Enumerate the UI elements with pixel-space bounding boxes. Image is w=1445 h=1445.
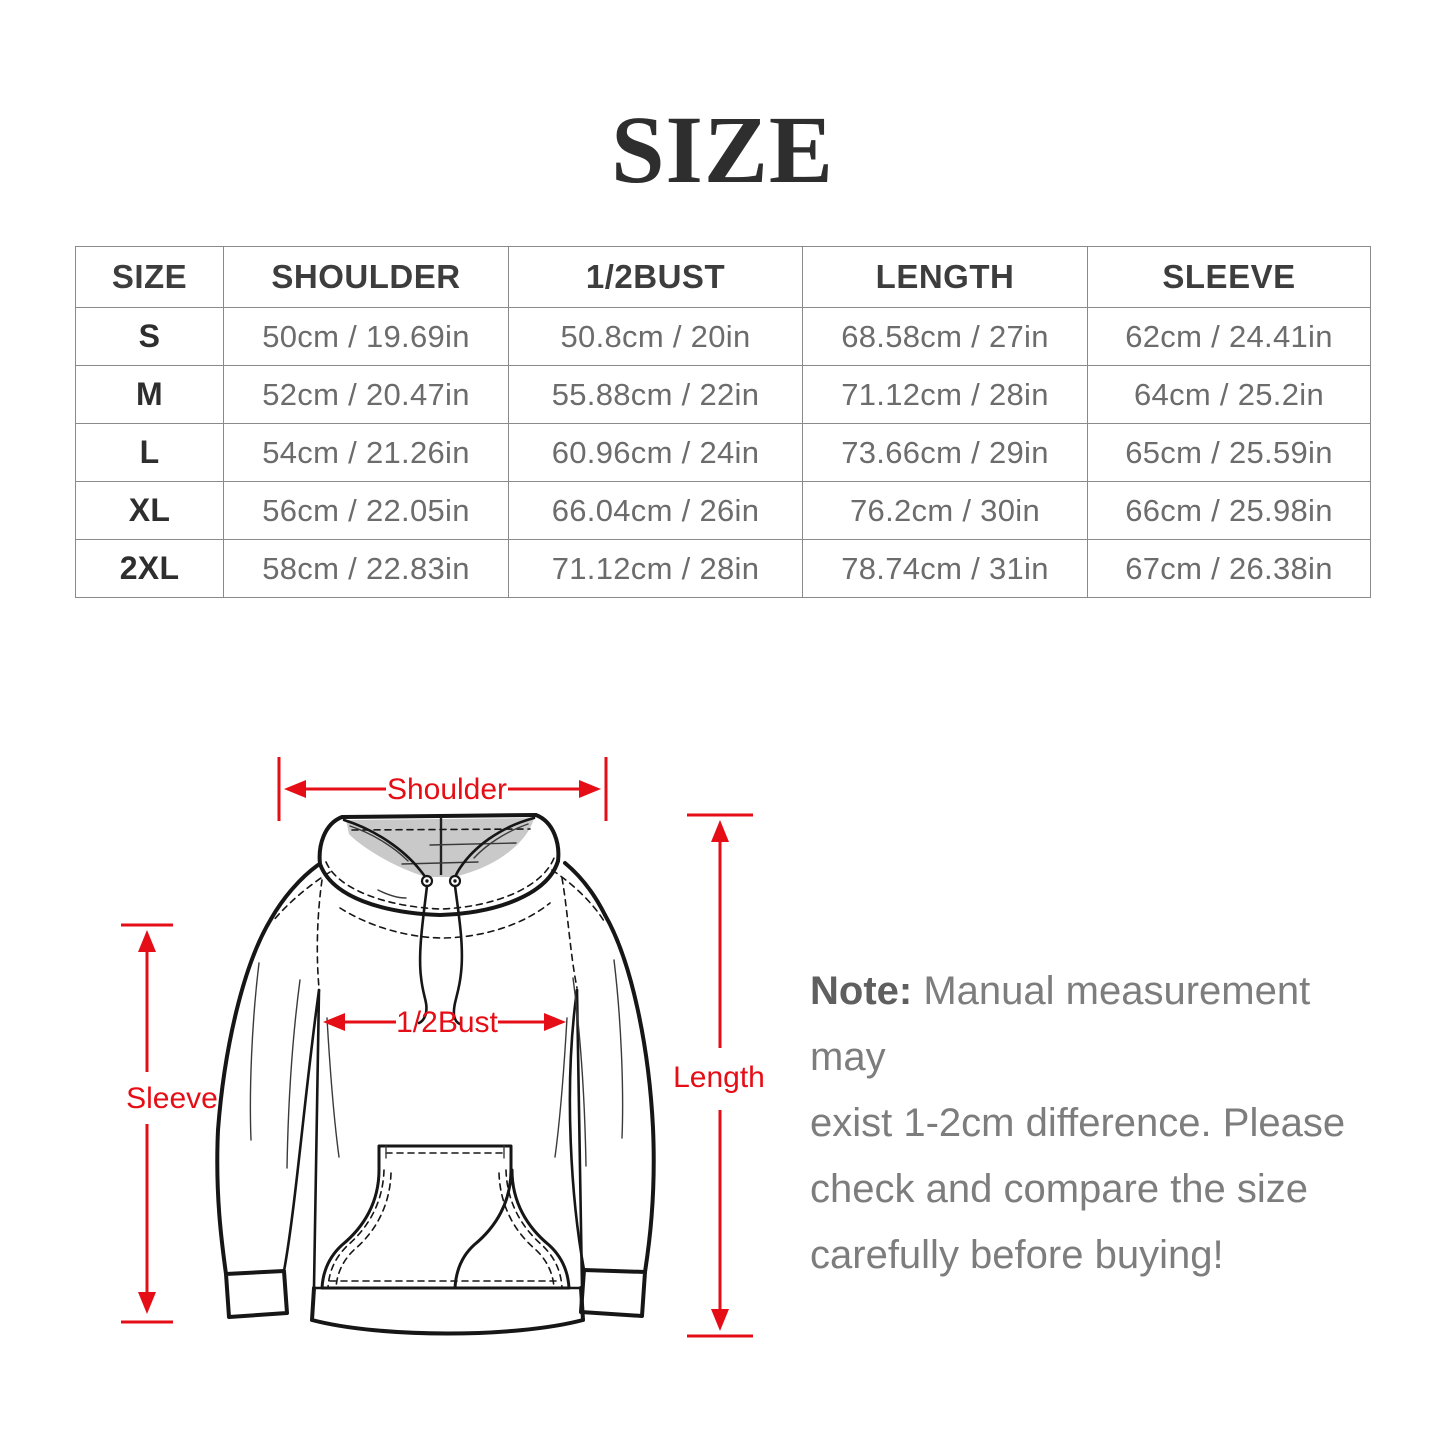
size-table: SIZE SHOULDER 1/2BUST LENGTH SLEEVE S 50… [75, 246, 1371, 598]
hem-band [310, 1286, 585, 1336]
sleeve-value: 62cm / 24.41in [1087, 307, 1371, 366]
bust-value: 71.12cm / 28in [508, 539, 803, 598]
bust-value: 55.88cm / 22in [508, 365, 803, 424]
table-row: 2XL 58cm / 22.83in 71.12cm / 28in 78.74c… [75, 539, 1371, 598]
hoodie-body [269, 861, 607, 1289]
length-value: 73.66cm / 29in [802, 423, 1088, 482]
length-value: 76.2cm / 30in [802, 481, 1088, 540]
size-label: 2XL [75, 539, 224, 598]
length-value: 68.58cm / 27in [802, 307, 1088, 366]
size-label: L [75, 423, 224, 482]
col-header-sleeve: SLEEVE [1087, 246, 1371, 308]
right-sleeve [568, 913, 656, 1318]
shoulder-value: 50cm / 19.69in [223, 307, 509, 366]
hood [317, 813, 561, 939]
size-label: XL [75, 481, 224, 540]
table-row: XL 56cm / 22.05in 66.04cm / 26in 76.2cm … [75, 481, 1371, 540]
length-arrow: Length [673, 813, 765, 1338]
shoulder-label: Shoulder [387, 773, 507, 806]
left-sleeve [215, 917, 321, 1319]
sleeve-value: 65cm / 25.59in [1087, 423, 1371, 482]
table-row: M 52cm / 20.47in 55.88cm / 22in 71.12cm … [75, 365, 1371, 424]
col-header-shoulder: SHOULDER [223, 246, 509, 308]
size-label: S [75, 307, 224, 366]
shoulder-arrow: Shoulder [277, 757, 608, 821]
note-line: exist 1-2cm difference. Please [810, 1101, 1346, 1145]
col-header-size: SIZE [75, 246, 224, 308]
bust-value: 50.8cm / 20in [508, 307, 803, 366]
size-label: M [75, 365, 224, 424]
drawstrings [417, 874, 464, 1026]
measurement-annotations: Shoulder 1/2Bust Sleeve [121, 757, 765, 1338]
sleeve-value: 64cm / 25.2in [1087, 365, 1371, 424]
sleeve-value: 66cm / 25.98in [1087, 481, 1371, 540]
col-header-bust: 1/2BUST [508, 246, 803, 308]
shoulder-value: 58cm / 22.83in [223, 539, 509, 598]
shoulder-value: 56cm / 22.05in [223, 481, 509, 540]
page-title: SIZE [611, 96, 834, 203]
length-label: Length [673, 1061, 765, 1094]
bust-value: 60.96cm / 24in [508, 423, 803, 482]
col-header-length: LENGTH [802, 246, 1088, 308]
table-row: S 50cm / 19.69in 50.8cm / 20in 68.58cm /… [75, 307, 1371, 366]
measurement-note: Note: Manual measurement may exist 1-2cm… [810, 958, 1390, 1288]
bust-arrow: 1/2Bust [323, 1006, 566, 1039]
table-header-row: SIZE SHOULDER 1/2BUST LENGTH SLEEVE [75, 246, 1371, 308]
hood-lining [346, 818, 534, 877]
shoulder-value: 52cm / 20.47in [223, 365, 509, 424]
shoulder-value: 54cm / 21.26in [223, 423, 509, 482]
note-line: Note: Manual measurement may [810, 958, 1390, 1090]
table-row: L 54cm / 21.26in 60.96cm / 24in 73.66cm … [75, 423, 1371, 482]
note-line: carefully before buying! [810, 1233, 1224, 1277]
note-text: Manual measurement may [810, 969, 1311, 1079]
length-value: 71.12cm / 28in [802, 365, 1088, 424]
hoodie-measurement-diagram: Shoulder 1/2Bust Sleeve [121, 757, 765, 1338]
sleeve-value: 67cm / 26.38in [1087, 539, 1371, 598]
length-value: 78.74cm / 31in [802, 539, 1088, 598]
kangaroo-pocket [320, 1144, 571, 1290]
note-line: check and compare the size [810, 1167, 1309, 1211]
sleeve-label: Sleeve [126, 1082, 218, 1115]
bust-value: 66.04cm / 26in [508, 481, 803, 540]
bust-label: 1/2Bust [396, 1006, 498, 1039]
sleeve-arrow: Sleeve [121, 923, 218, 1324]
note-prefix: Note: [810, 969, 913, 1013]
